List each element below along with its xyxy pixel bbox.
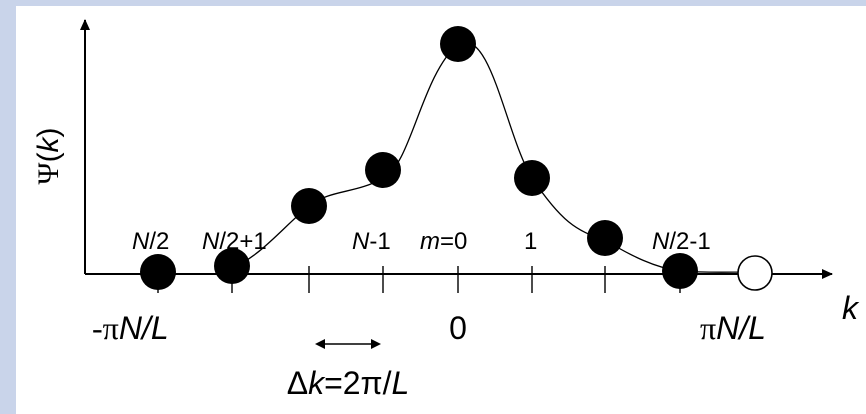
tick-label-right: πN/L [700, 310, 766, 346]
sample-point [365, 152, 401, 188]
sample-point [440, 26, 476, 62]
sample-point [140, 254, 176, 290]
sample-point [291, 188, 327, 224]
index-label: N/2 [132, 228, 169, 255]
figure-frame: Ψ(k) k N/2 N/2+1 N-1 m=0 1 N/2-1 -πN [16, 6, 866, 414]
index-label: N-1 [352, 228, 391, 255]
y-axis-label: Ψ(k) [32, 127, 65, 184]
x-axis-label: k [842, 290, 860, 326]
sample-point [662, 253, 698, 289]
tick-label-center: 0 [449, 310, 467, 346]
wavefunction-diagram: Ψ(k) k N/2 N/2+1 N-1 m=0 1 N/2-1 -πN [32, 19, 860, 401]
spacing-arrow [315, 339, 381, 349]
sample-point [214, 248, 250, 284]
index-label: m=0 [420, 228, 467, 255]
index-labels: N/2 N/2+1 N-1 m=0 1 N/2-1 [132, 228, 711, 255]
open-sample-point [737, 255, 773, 291]
spacing-label: Δk=2π/L [287, 365, 410, 401]
tick-label-left: -πN/L [92, 310, 169, 346]
sample-point [514, 160, 550, 196]
sample-points [140, 26, 698, 290]
index-label: N/2+1 [202, 228, 267, 255]
index-label: N/2-1 [652, 228, 711, 255]
sample-point [587, 220, 623, 256]
index-label: 1 [524, 228, 537, 255]
